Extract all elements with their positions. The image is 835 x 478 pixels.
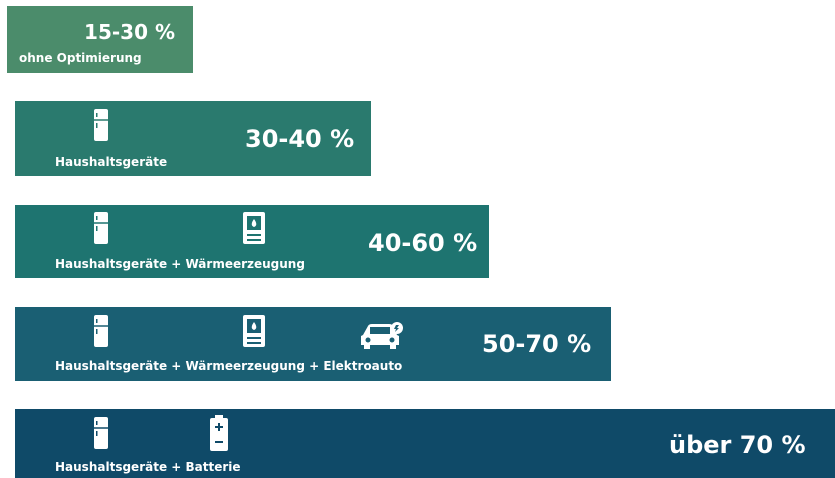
caption: ohne Optimierung <box>19 51 142 65</box>
battery-icon <box>210 415 228 451</box>
bar: 50-70 % Haushaltsgeräte + Wärmeerzeugung… <box>15 307 611 381</box>
caption: Haushaltsgeräte <box>55 155 168 169</box>
heater-icon <box>243 315 265 347</box>
bar: 15-30 % ohne Optimierung <box>7 6 193 73</box>
caption: Haushaltsgeräte + Wärmeerzeugung <box>55 257 305 271</box>
fridge-icon <box>94 417 108 449</box>
range-label: 40-60 % <box>368 229 478 257</box>
range-label: 30-40 % <box>245 125 355 153</box>
range-label: 15-30 % <box>84 20 175 44</box>
bar: über 70 % Haushaltsgeräte + Batterie <box>15 409 835 478</box>
car-icon <box>361 322 403 349</box>
fridge-icon <box>94 212 108 244</box>
fridge-icon <box>94 315 108 347</box>
caption: Haushaltsgeräte + Wärmeerzeugung + Elekt… <box>55 359 403 373</box>
range-label: über 70 % <box>669 431 806 459</box>
bar: 40-60 % Haushaltsgeräte + Wärmeerzeugung <box>15 205 489 278</box>
caption: Haushaltsgeräte + Batterie <box>55 460 241 474</box>
bar: 30-40 % Haushaltsgeräte <box>15 101 371 176</box>
range-label: 50-70 % <box>482 330 592 358</box>
heater-icon <box>243 212 265 244</box>
fridge-icon <box>94 109 108 141</box>
